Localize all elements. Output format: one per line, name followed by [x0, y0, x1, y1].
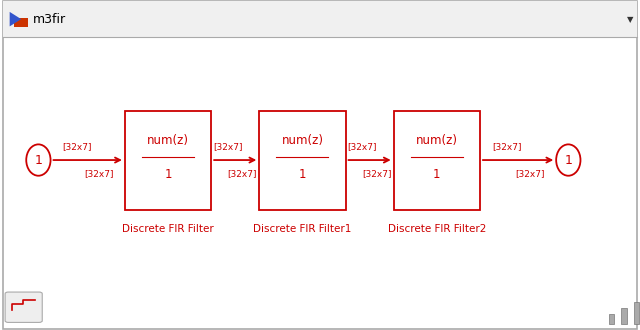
FancyBboxPatch shape: [259, 111, 346, 210]
FancyBboxPatch shape: [3, 1, 637, 37]
Ellipse shape: [556, 144, 580, 176]
FancyBboxPatch shape: [125, 111, 211, 210]
FancyBboxPatch shape: [3, 1, 637, 329]
Text: m3fir: m3fir: [33, 13, 67, 26]
Text: 1: 1: [164, 168, 172, 181]
Text: [32x7]: [32x7]: [515, 169, 544, 178]
Text: Discrete FIR Filter1: Discrete FIR Filter1: [253, 224, 351, 234]
Text: [32x7]: [32x7]: [362, 169, 392, 178]
Text: ▼: ▼: [627, 15, 634, 24]
Text: num(z): num(z): [147, 134, 189, 147]
Text: [32x7]: [32x7]: [84, 169, 113, 178]
Text: num(z): num(z): [282, 134, 323, 147]
Text: Discrete FIR Filter: Discrete FIR Filter: [122, 224, 214, 234]
FancyBboxPatch shape: [621, 308, 627, 324]
Text: Discrete FIR Filter2: Discrete FIR Filter2: [388, 224, 486, 234]
Text: 1: 1: [564, 153, 572, 167]
FancyBboxPatch shape: [634, 302, 639, 324]
Text: 1: 1: [35, 153, 42, 167]
FancyBboxPatch shape: [609, 314, 614, 324]
Text: [32x7]: [32x7]: [492, 142, 522, 151]
Text: 1: 1: [299, 168, 306, 181]
Ellipse shape: [26, 144, 51, 176]
Text: [32x7]: [32x7]: [348, 142, 377, 151]
FancyBboxPatch shape: [5, 292, 42, 322]
Text: num(z): num(z): [416, 134, 458, 147]
Polygon shape: [10, 12, 21, 26]
Text: 1: 1: [433, 168, 440, 181]
FancyBboxPatch shape: [14, 18, 28, 27]
Text: [32x7]: [32x7]: [228, 169, 257, 178]
Text: [32x7]: [32x7]: [213, 142, 243, 151]
Text: [32x7]: [32x7]: [62, 142, 92, 151]
FancyBboxPatch shape: [394, 111, 480, 210]
